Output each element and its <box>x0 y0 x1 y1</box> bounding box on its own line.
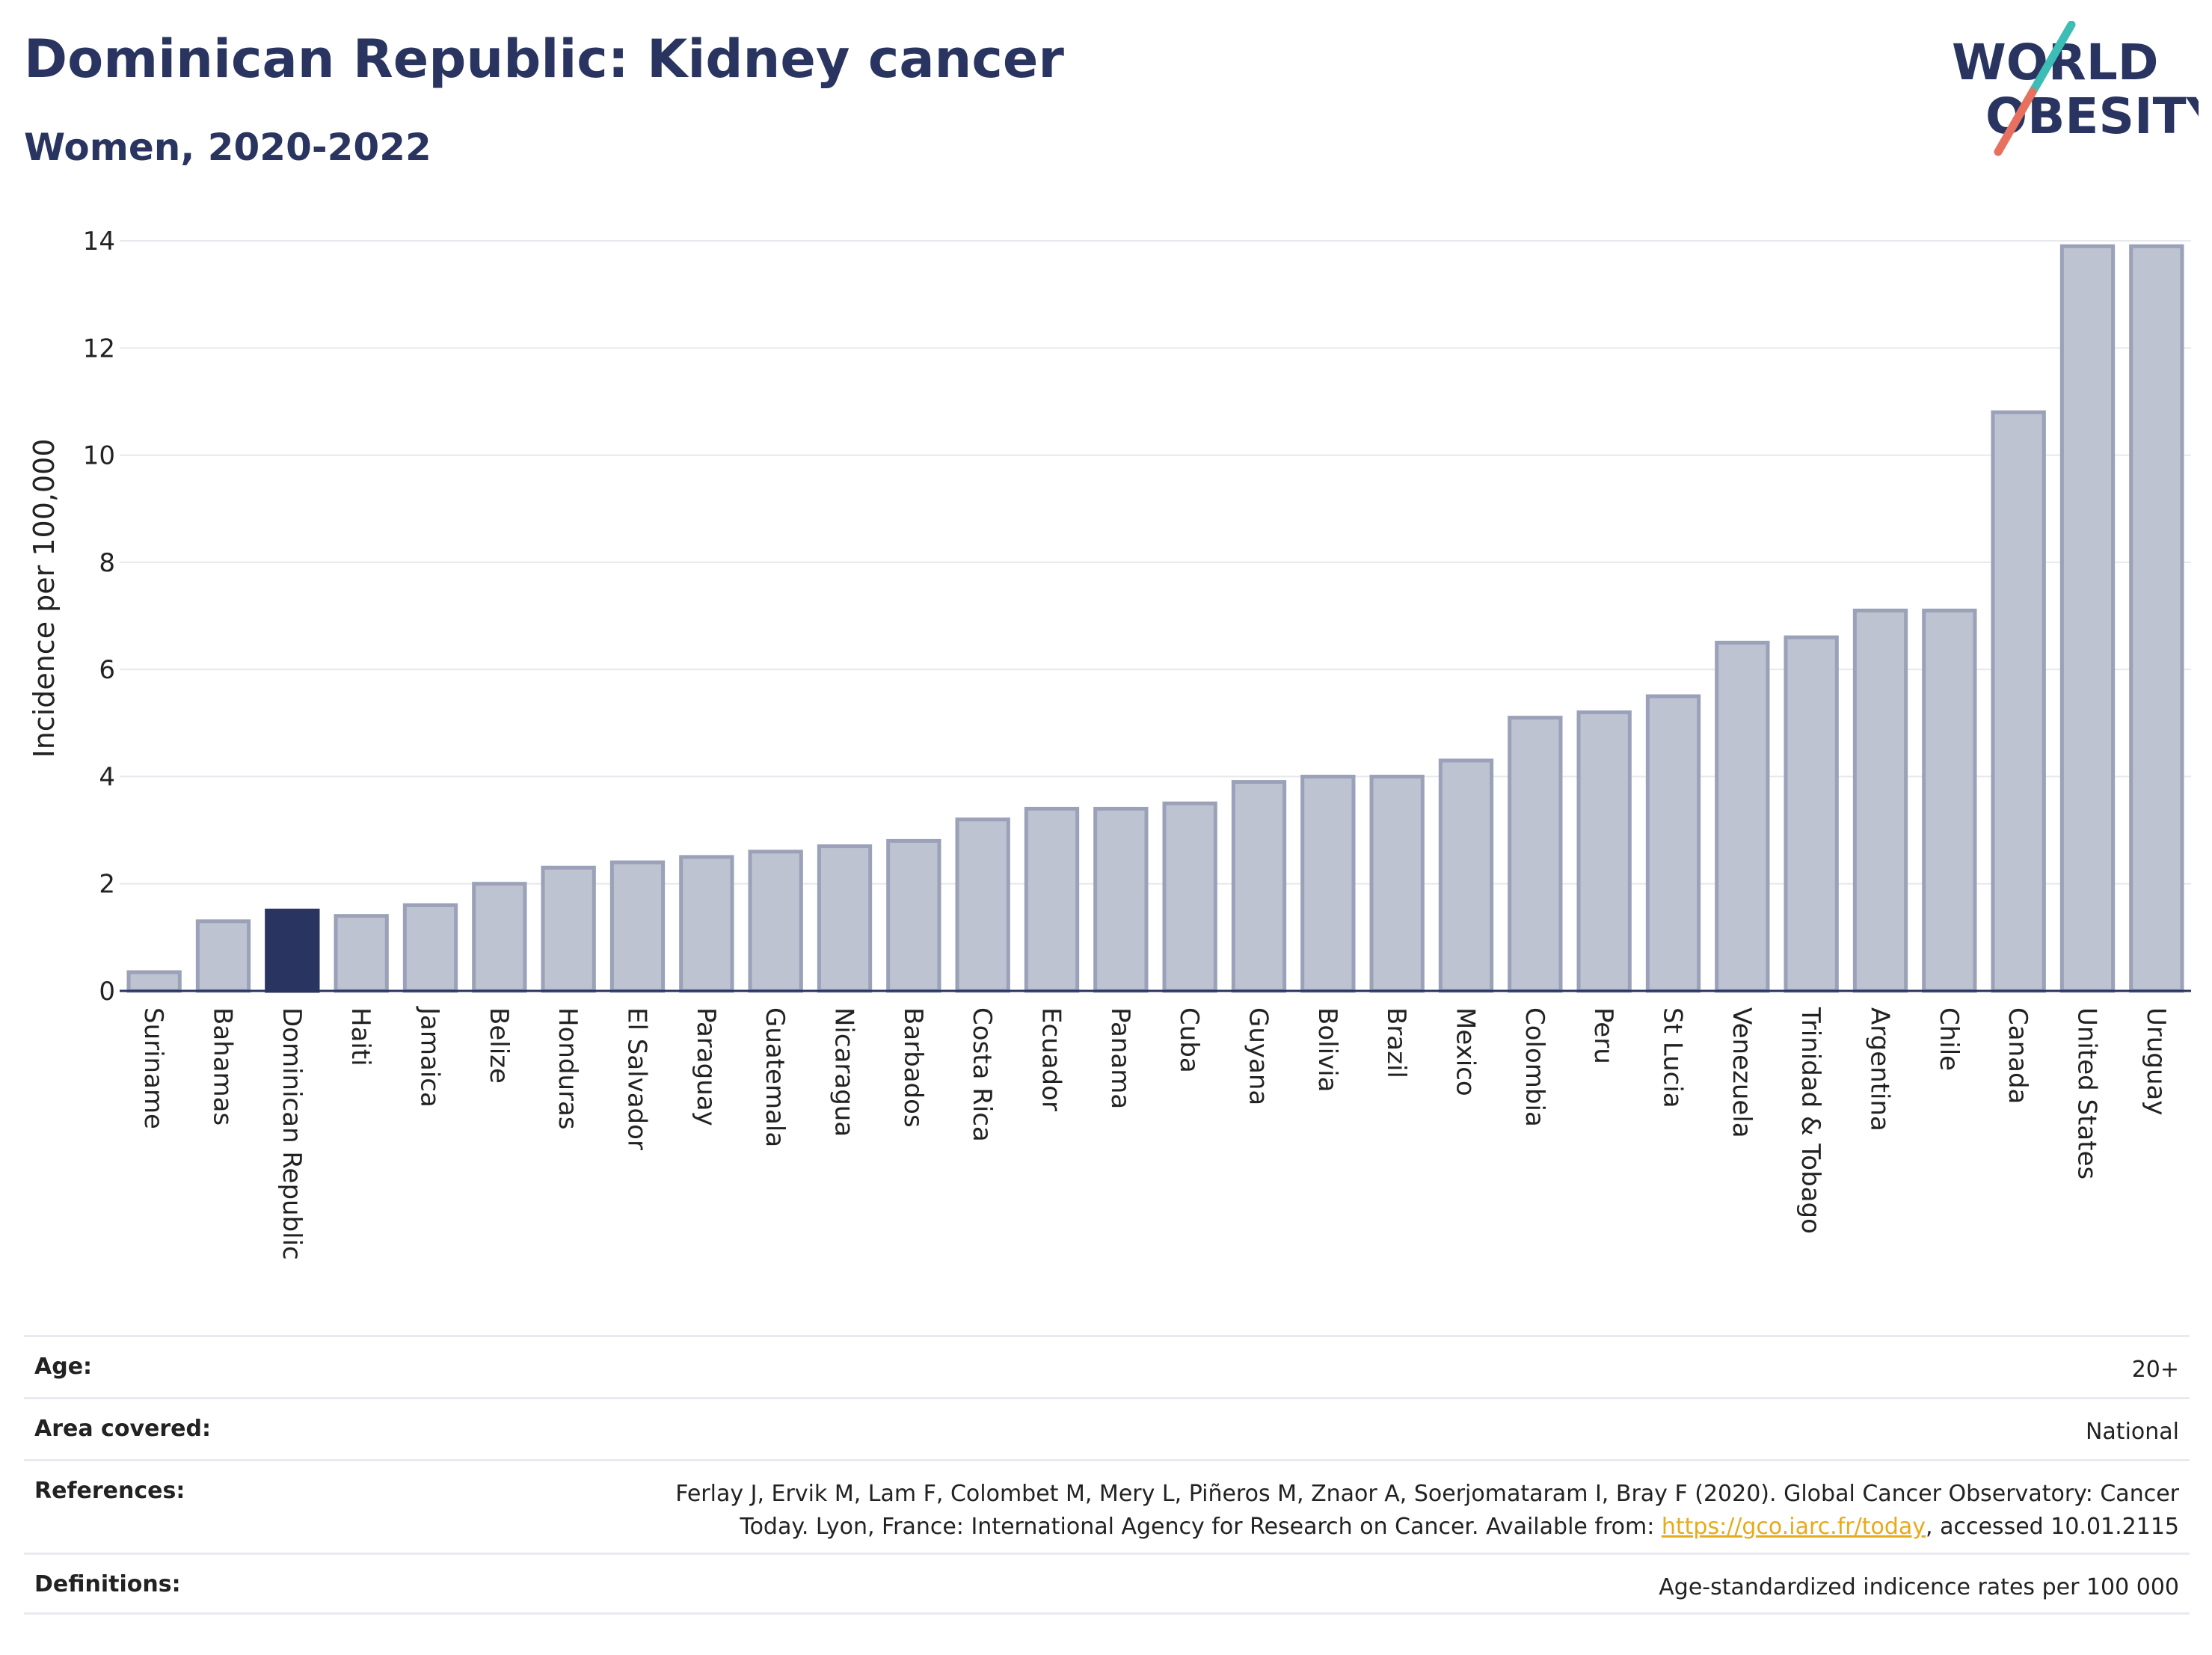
x-tick-label: Canada <box>2003 1007 2033 1104</box>
x-tick-label: Uruguay <box>2141 1007 2171 1116</box>
y-axis-label: Incidence per 100,000 <box>28 438 61 758</box>
y-tick-label: 12 <box>83 334 115 363</box>
bar-canada <box>1991 410 2046 993</box>
x-tick-label: United States <box>2072 1007 2102 1179</box>
x-tick-label: Honduras <box>553 1007 583 1130</box>
x-tick-label: Trinidad & Tobago <box>1795 1007 1825 1234</box>
bar-nicaragua <box>817 844 873 993</box>
bar-haiti <box>334 914 389 993</box>
chart-subtitle: Women, 2020-2022 <box>24 126 431 169</box>
x-tick-label: Nicaragua <box>829 1007 859 1137</box>
bar-suriname <box>126 970 182 993</box>
bar-venezuela <box>1715 640 1770 993</box>
info-row-area: Area covered: National <box>24 1397 2190 1459</box>
x-tick-label: Mexico <box>1451 1007 1481 1096</box>
references-text-1: Ferlay J, Ervik M, Lam F, Colombet M, Me… <box>675 1481 2179 1507</box>
axes: 0 2 4 6 8 10 12 14 Suriname Bahamas Dominican Repu… <box>83 227 2191 1260</box>
x-tick-label: Argentina <box>1865 1007 1895 1132</box>
bar-guyana <box>1231 780 1287 993</box>
y-tick-label: 4 <box>99 762 115 792</box>
x-tick-label: Bolivia <box>1312 1007 1342 1092</box>
definitions-label: Definitions: <box>34 1571 181 1597</box>
references-label: References: <box>34 1478 185 1504</box>
bar-guatemala <box>748 850 803 993</box>
bar-costa-rica <box>955 817 1010 993</box>
age-label: Age: <box>34 1354 93 1380</box>
x-tick-label: Haiti <box>345 1007 375 1066</box>
y-tick-label: 14 <box>83 227 115 257</box>
y-tick-label: 10 <box>83 441 115 471</box>
x-tick-label: Belize <box>484 1007 514 1084</box>
bar-united-states <box>2059 244 2116 993</box>
bar-ecuador <box>1024 806 1080 993</box>
info-table: Age: 20+ Area covered: National Referenc… <box>24 1335 2190 1615</box>
x-tick-label: Suriname <box>138 1007 168 1129</box>
bar-peru <box>1576 710 1632 993</box>
x-tick-label: Jamaica <box>415 1006 445 1108</box>
x-tick-label: Barbados <box>898 1007 928 1128</box>
x-tick-label: Ecuador <box>1036 1007 1066 1111</box>
x-tick-label: Venezuela <box>1727 1007 1757 1138</box>
bar-dominican-republic <box>265 909 320 993</box>
area-label: Area covered: <box>34 1416 211 1442</box>
x-tick-label: Brazil <box>1381 1007 1411 1078</box>
info-row-references: References: Ferlay J, Ervik M, Lam F, Co… <box>24 1459 2190 1553</box>
grid-lines <box>120 240 2191 885</box>
bar-brazil <box>1369 774 1425 993</box>
world-obesity-logo: WORLD OBESITY <box>1952 21 2199 156</box>
bar-barbados <box>886 838 941 993</box>
bar-paraguay <box>679 855 734 993</box>
y-tick-label: 0 <box>99 977 115 1007</box>
bar-jamaica <box>402 903 458 993</box>
x-tick-label: Costa Rica <box>967 1007 997 1142</box>
logo-line1: WORLD <box>1952 34 2159 91</box>
bar-st-lucia <box>1645 694 1701 993</box>
bar-argentina <box>1852 608 1908 993</box>
x-tick-label: Peru <box>1588 1007 1618 1064</box>
references-text-2: Today. Lyon, France: International Agenc… <box>740 1514 1662 1540</box>
bar-colombia <box>1508 716 1563 993</box>
info-row-age: Age: 20+ <box>24 1335 2190 1397</box>
bar-bahamas <box>195 919 251 993</box>
bar-mexico <box>1438 758 1494 993</box>
y-tick-label: 6 <box>99 655 115 685</box>
x-tick-label: Chile <box>1934 1007 1964 1071</box>
references-link[interactable]: https://gco.iarc.fr/today <box>1661 1514 1926 1540</box>
references-text-3: , accessed 10.01.2115 <box>1926 1514 2179 1540</box>
bar-belize <box>472 882 527 993</box>
logo-slash-top <box>2028 21 2076 96</box>
logo-slash-bottom <box>1994 87 2037 156</box>
references-value: Ferlay J, Ervik M, Lam F, Colombet M, Me… <box>675 1478 2179 1544</box>
bar-el-salvador <box>609 860 666 993</box>
chart-title: Dominican Republic: Kidney cancer <box>24 28 1064 90</box>
x-tick-label: Paraguay <box>691 1007 721 1126</box>
bar-trinidad-tobago <box>1784 635 1839 993</box>
x-tick-label: Bahamas <box>208 1007 238 1126</box>
bar-cuba <box>1162 801 1217 993</box>
age-value: 20+ <box>2131 1357 2179 1383</box>
x-tick-label: Cuba <box>1174 1007 1204 1073</box>
x-tick-label: Panama <box>1105 1007 1135 1109</box>
bars <box>126 244 2184 993</box>
bar-chile <box>1922 608 1977 993</box>
x-tick-label: St Lucia <box>1658 1007 1688 1108</box>
x-tick-label: Colombia <box>1520 1007 1549 1127</box>
info-row-definitions: Definitions: Age-standardized indicence … <box>24 1553 2190 1615</box>
area-value: National <box>2085 1419 2179 1445</box>
bar-honduras <box>541 865 596 993</box>
x-tick-label: El Salvador <box>622 1007 652 1150</box>
x-tick-label: Guyana <box>1244 1007 1274 1105</box>
x-tick-label: Dominican Republic <box>277 1007 307 1260</box>
y-tick-label: 8 <box>99 548 115 578</box>
y-tick-label: 2 <box>99 870 115 900</box>
bar-uruguay <box>2129 244 2184 993</box>
x-tick-label: Guatemala <box>760 1007 790 1147</box>
bar-panama <box>1093 806 1149 993</box>
bar-bolivia <box>1300 774 1356 993</box>
bar-chart: 0 2 4 6 8 10 12 14 Suriname Bahamas Dominican Repu… <box>28 227 2191 1260</box>
definitions-value: Age-standardized indicence rates per 100… <box>1659 1574 2179 1600</box>
